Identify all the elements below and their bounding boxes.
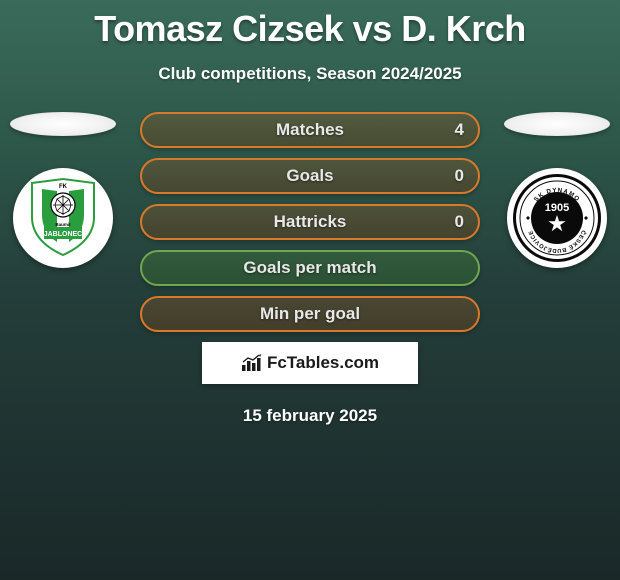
subtitle: Club competitions, Season 2024/2025 — [0, 64, 620, 84]
right-country-ellipse — [504, 112, 610, 136]
stat-right-value: 4 — [455, 120, 464, 140]
left-player-column: JABLONEC FK Baumit — [8, 112, 118, 268]
stat-label: Goals per match — [243, 258, 376, 278]
right-club-badge: SK DYNAMO ČESKÉ BUDĚJOVICE 1905 — [507, 168, 607, 268]
page-title: Tomasz Cizsek vs D. Krch — [0, 0, 620, 50]
left-club-badge: JABLONEC FK Baumit — [13, 168, 113, 268]
right-player-column: SK DYNAMO ČESKÉ BUDĚJOVICE 1905 — [502, 112, 612, 268]
fctables-label: FcTables.com — [267, 353, 379, 373]
date-text: 15 february 2025 — [0, 406, 620, 426]
bar-chart-icon — [241, 354, 263, 372]
stat-right-value: 0 — [455, 212, 464, 232]
stat-label: Hattricks — [274, 212, 347, 232]
stat-label: Min per goal — [260, 304, 360, 324]
stat-label: Goals — [286, 166, 333, 186]
comparison-content: JABLONEC FK Baumit SK DYNAMO — [0, 112, 620, 426]
stat-label: Matches — [276, 120, 344, 140]
svg-text:JABLONEC: JABLONEC — [44, 231, 83, 238]
budejovice-badge-inner: SK DYNAMO ČESKÉ BUDĚJOVICE 1905 — [513, 174, 601, 262]
svg-text:Baumit: Baumit — [55, 222, 71, 227]
fctables-watermark: FcTables.com — [202, 342, 418, 384]
budejovice-icon: SK DYNAMO ČESKÉ BUDĚJOVICE 1905 — [519, 180, 595, 256]
left-country-ellipse — [10, 112, 116, 136]
jablonec-icon: JABLONEC FK Baumit — [22, 177, 104, 259]
stat-row-hattricks: Hattricks 0 — [140, 204, 480, 240]
stat-right-value: 0 — [455, 166, 464, 186]
stat-rows: Matches 4 Goals 0 Hattricks 0 Goals per … — [140, 112, 480, 332]
stat-row-goals-per-match: Goals per match — [140, 250, 480, 286]
stat-row-min-per-goal: Min per goal — [140, 296, 480, 332]
stat-row-goals: Goals 0 — [140, 158, 480, 194]
stat-row-matches: Matches 4 — [140, 112, 480, 148]
svg-text:1905: 1905 — [545, 202, 569, 214]
jablonec-badge-inner: JABLONEC FK Baumit — [22, 177, 104, 259]
svg-text:FK: FK — [59, 184, 68, 190]
